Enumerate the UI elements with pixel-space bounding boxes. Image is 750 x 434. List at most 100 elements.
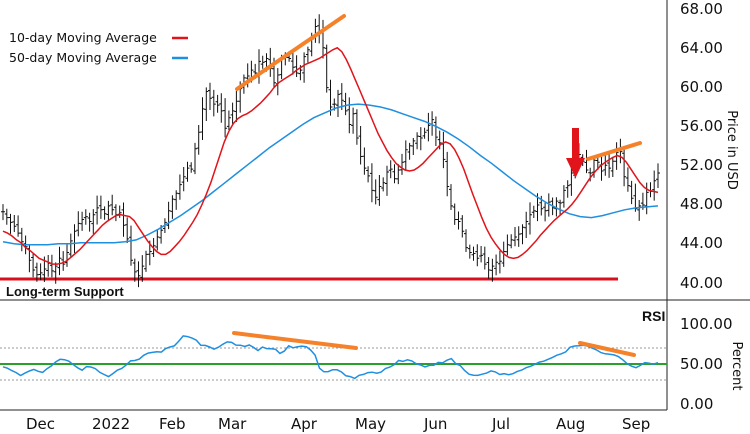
- ohlc-bar: [422, 127, 427, 139]
- price-axis-title: Price in USD: [724, 110, 739, 190]
- ma10-line: [2, 46, 659, 265]
- month-label-may: May: [355, 415, 386, 433]
- price-trendline-2: [586, 141, 642, 161]
- price-tick-52: 52.00: [680, 156, 723, 174]
- ohlc-bar: [215, 94, 220, 113]
- ohlc-bar: [354, 109, 359, 145]
- ohlc-bar: [426, 112, 431, 142]
- ohlc-bar: [418, 127, 423, 151]
- ohlc-bar: [497, 250, 502, 274]
- support-label: Long-term Support: [6, 284, 124, 299]
- ohlc-bar: [211, 89, 216, 117]
- price-tick-48: 48.00: [680, 195, 723, 213]
- ohlc-bar: [407, 142, 412, 160]
- ohlc-bar: [475, 244, 480, 267]
- ohlc-bar: [125, 217, 130, 243]
- ohlc-bar: [140, 255, 145, 282]
- ohlc-bars: [1, 14, 660, 288]
- ohlc-bar: [8, 213, 13, 234]
- ohlc-bar: [16, 215, 21, 237]
- ohlc-bar: [362, 147, 367, 175]
- ohlc-bar: [95, 195, 100, 225]
- ohlc-bar: [449, 184, 453, 210]
- ohlc-bar: [479, 246, 484, 263]
- ohlc-bar: [144, 250, 148, 272]
- ohlc-bar: [91, 209, 96, 234]
- ohlc-bar: [373, 179, 378, 205]
- ohlc-bar: [546, 193, 551, 217]
- rsi-tick-100: 100.00: [680, 315, 733, 333]
- ohlc-bar: [208, 82, 212, 110]
- price-tick-60: 60.00: [680, 78, 723, 96]
- ohlc-bar: [403, 140, 408, 170]
- ohlc-bar: [565, 180, 570, 198]
- ohlc-bar: [170, 195, 175, 219]
- ohlc-bar: [1, 204, 5, 221]
- ohlc-bar: [377, 175, 382, 206]
- month-label-dec: Dec: [26, 415, 55, 433]
- ohlc-bar: [181, 167, 186, 192]
- ohlc-bar: [347, 97, 352, 134]
- ohlc-bar: [607, 153, 612, 178]
- ohlc-bar: [460, 215, 465, 238]
- ohlc-bar: [524, 211, 529, 238]
- month-label-sep: Sep: [622, 415, 650, 433]
- ohlc-bar: [234, 91, 239, 122]
- ohlc-bar: [294, 55, 299, 77]
- ohlc-bar: [136, 261, 141, 288]
- ohlc-bar: [531, 205, 536, 218]
- rsi-trendline-2: [578, 341, 636, 357]
- ohlc-bar: [358, 126, 363, 165]
- legend-ma50-label: 50-day Moving Average: [9, 50, 157, 65]
- month-label-2022: 2022: [92, 415, 130, 433]
- ohlc-bar: [185, 161, 190, 182]
- ohlc-bar: [177, 174, 182, 200]
- ma50-line: [2, 103, 659, 246]
- ohlc-bar: [110, 194, 115, 216]
- ohlc-bar: [65, 243, 69, 267]
- month-label-aug: Aug: [556, 415, 585, 433]
- ohlc-bar: [396, 164, 401, 185]
- ohlc-bar: [554, 197, 559, 217]
- ohlc-bar: [629, 180, 634, 205]
- ohlc-bar: [464, 229, 468, 252]
- ohlc-bar: [482, 246, 487, 270]
- ohlc-bar: [12, 215, 17, 232]
- ohlc-bar: [392, 164, 397, 184]
- ohlc-bar: [388, 160, 393, 179]
- price-tick-40: 40.00: [680, 274, 723, 292]
- price-tick-56: 56.00: [680, 117, 723, 135]
- ohlc-bar: [260, 55, 265, 69]
- ohlc-bar: [644, 182, 649, 215]
- month-label-jun: Jun: [423, 415, 447, 433]
- ohlc-bar: [369, 163, 374, 203]
- ohlc-bar: [98, 195, 103, 219]
- ohlc-bar: [415, 132, 420, 150]
- ohlc-bar: [400, 153, 404, 175]
- ohlc-bar: [230, 102, 235, 125]
- ohlc-bar: [528, 202, 532, 235]
- ohlc-bar: [302, 52, 307, 83]
- ohlc-bar: [34, 262, 39, 282]
- rsi-title: RSI: [642, 308, 665, 324]
- ohlc-bar: [290, 51, 295, 75]
- ohlc-bar: [83, 209, 88, 225]
- ohlc-bar: [38, 263, 43, 281]
- legend-ma10-label: 10-day Moving Average: [9, 30, 157, 45]
- ohlc-bar: [366, 166, 371, 183]
- rsi-tick-50: 50.00: [680, 355, 723, 373]
- ohlc-bar: [561, 185, 566, 208]
- ohlc-bar: [381, 177, 386, 192]
- ohlc-bar: [174, 190, 179, 210]
- ohlc-bar: [516, 226, 521, 247]
- ohlc-bar: [625, 167, 630, 192]
- rsi-trendline-1: [232, 331, 358, 350]
- ohlc-bar: [543, 202, 548, 222]
- ohlc-bar: [471, 246, 476, 261]
- ohlc-bar: [61, 251, 66, 271]
- ohlc-bar: [569, 166, 574, 196]
- rsi-axis-title: Percent: [729, 342, 744, 391]
- ohlc-bar: [49, 254, 54, 278]
- ohlc-bar: [343, 92, 348, 116]
- ohlc-bar: [336, 89, 340, 117]
